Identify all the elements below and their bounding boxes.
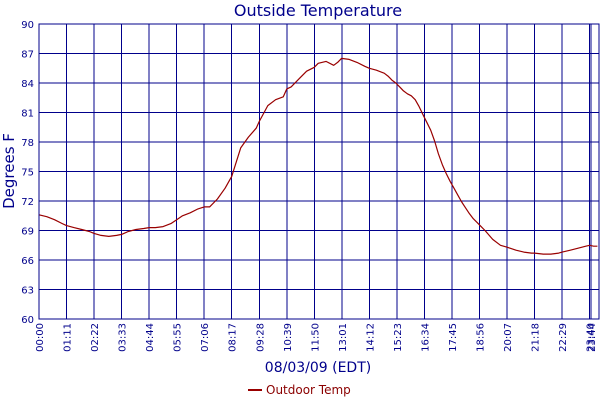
x-tick-label: 00:00 (35, 323, 46, 352)
series-line-outdoor-temp (38, 57, 598, 255)
x-tick-label: 11:50 (310, 323, 321, 352)
x-tick-label: 21:18 (531, 323, 542, 352)
x-tick-label: 04:44 (145, 323, 156, 352)
x-tick-label: 13:01 (338, 323, 349, 352)
x-tick-labels: 00:00 01:11 02:22 03:33 04:44 05:55 07:06 08:17… (35, 323, 598, 352)
y-tick-label: 69 (21, 227, 34, 238)
x-axis-label: 08/03/09 (EDT) (265, 360, 371, 376)
x-tick-label: 20:07 (503, 323, 514, 352)
x-tick-label: 18:56 (476, 323, 487, 352)
x-tick-label: 08:17 (228, 323, 239, 352)
chart-title: Outside Temperature (234, 1, 402, 20)
y-tick-label: 63 (21, 286, 34, 297)
x-tick-label: 01:11 (63, 323, 74, 352)
x-tick-label: 23:40 (586, 323, 597, 352)
x-tick-label: 05:55 (173, 323, 184, 352)
x-tick-label: 22:29 (558, 323, 569, 352)
x-tick-label: 09:28 (255, 323, 266, 352)
x-tick-label: 15:23 (393, 323, 404, 352)
y-tick-labels: 60 63 66 69 72 75 78 81 84 87 90 (21, 20, 34, 326)
y-tick-label: 75 (21, 168, 34, 179)
y-tick-label: 90 (21, 20, 34, 31)
y-tick-label: 72 (21, 197, 34, 208)
y-tick-label: 66 (21, 256, 34, 267)
y-tick-label: 87 (21, 50, 34, 61)
x-tick-label: 03:33 (118, 323, 129, 352)
x-tick-label: 23:44 (587, 323, 598, 352)
x-tick-label: 16:34 (420, 323, 431, 352)
x-tick-label: 07:06 (200, 323, 211, 352)
plot-border (38, 23, 600, 320)
y-tick-label: 81 (21, 109, 34, 120)
y-tick-label: 60 (21, 315, 34, 326)
data-line-layer (38, 57, 598, 255)
plot-frame (38, 23, 600, 320)
legend: Outdoor Temp (248, 383, 351, 397)
y-tick-label: 78 (21, 138, 34, 149)
legend-label: Outdoor Temp (266, 383, 351, 397)
x-tick-label: 14:12 (365, 323, 376, 352)
x-tick-label: 02:22 (90, 323, 101, 352)
x-tick-label: 17:45 (448, 323, 459, 352)
y-axis-label: Degrees F (0, 133, 18, 209)
x-tick-label: 10:39 (283, 323, 294, 352)
y-tick-label: 84 (21, 79, 34, 90)
